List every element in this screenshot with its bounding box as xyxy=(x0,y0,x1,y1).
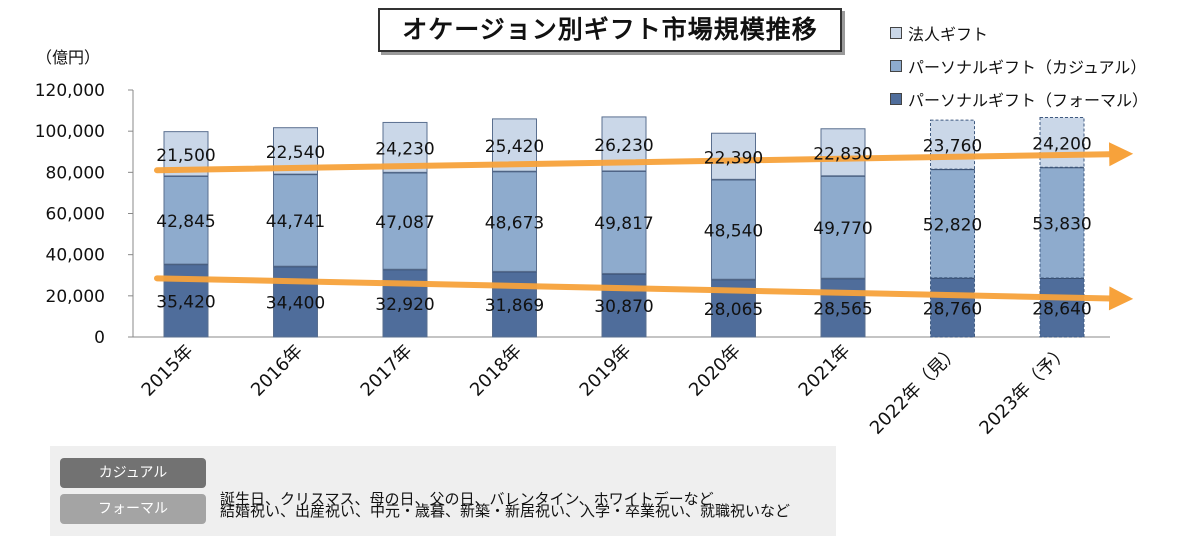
bar-segment xyxy=(1039,116,1085,168)
bar-segment xyxy=(930,168,975,279)
bar-segment xyxy=(382,171,428,270)
data-label: 24,200 xyxy=(1032,134,1091,154)
legend: 法人ギフト パーソナルギフト（カジュアル） パーソナルギフト（フォーマル） xyxy=(890,16,1148,115)
legend-item-formal: パーソナルギフト（フォーマル） xyxy=(890,82,1148,115)
bar-segment xyxy=(820,277,866,338)
data-label: 49,770 xyxy=(813,219,872,239)
formal-badge: フォーマル xyxy=(60,494,206,524)
bar-segment xyxy=(711,178,756,280)
data-label: 48,540 xyxy=(704,221,763,241)
data-label: 22,540 xyxy=(266,143,325,163)
data-label: 28,565 xyxy=(813,300,872,320)
legend-swatch-corporate xyxy=(890,26,902,39)
legend-label-corporate: 法人ギフト xyxy=(908,24,989,44)
data-label: 34,400 xyxy=(266,294,325,314)
x-tick-label: 2021年 xyxy=(795,341,855,401)
casual-badge: カジュアル xyxy=(60,458,206,488)
x-tick-label: 2017年 xyxy=(357,341,417,401)
data-label: 25,420 xyxy=(485,137,544,157)
bar-segment xyxy=(820,128,866,177)
stacked-bar-chart: 0 20,000 40,000 60,000 80,000 100,000 120,000 3… xyxy=(35,81,1134,439)
data-label: 32,920 xyxy=(375,295,434,315)
legend-label-casual: パーソナルギフト（カジュアル） xyxy=(908,57,1147,77)
x-tick-label: 2022年（見） xyxy=(866,341,964,439)
y-tick-label: 120,000 xyxy=(35,81,105,101)
trend-arrow-head xyxy=(1108,286,1134,311)
casual-description: 誕生日、クリスマス、母の日、父の日、バレンタイン、ホワイトデーなど xyxy=(220,490,714,508)
legend-swatch-formal xyxy=(890,92,902,105)
data-label: 30,870 xyxy=(594,297,653,317)
data-label: 49,817 xyxy=(594,214,653,234)
y-tick-label: 80,000 xyxy=(46,163,105,183)
data-label: 22,390 xyxy=(704,148,763,168)
trend-arrow-line xyxy=(154,151,1121,174)
x-tick-label: 2019年 xyxy=(576,341,636,401)
data-label: 52,820 xyxy=(923,215,982,235)
data-label: 48,673 xyxy=(485,213,544,233)
bar-segment xyxy=(820,175,866,279)
y-tick-label: 0 xyxy=(94,328,105,348)
bar-segment xyxy=(601,170,647,274)
data-label: 35,420 xyxy=(156,293,215,313)
legend-item-corporate: 法人ギフト xyxy=(890,16,1148,49)
data-label: 23,760 xyxy=(923,137,982,157)
data-label: 42,845 xyxy=(156,212,215,232)
footer-panel: カジュアル フォーマル 誕生日、クリスマス、母の日、父の日、バレンタイン、ホワイ… xyxy=(50,446,836,536)
bar-segment xyxy=(163,175,209,265)
data-label: 44,741 xyxy=(266,212,325,232)
data-label: 26,230 xyxy=(594,136,653,156)
bar-segment xyxy=(711,132,756,180)
x-tick-label: 2016年 xyxy=(247,341,307,401)
x-tick-label: 2018年 xyxy=(466,341,526,401)
legend-swatch-casual xyxy=(890,59,902,72)
bar-segment xyxy=(492,170,537,272)
trend-arrow-head xyxy=(1108,142,1134,167)
x-tick-label: 2020年 xyxy=(685,341,745,401)
trend-arrow-line xyxy=(154,275,1121,302)
formal-description: 結婚祝い、出産祝い、中元・歳暮、新築・新居祝い、入学・卒業祝い、就職祝いなど xyxy=(220,502,791,520)
bar-segment xyxy=(1039,166,1085,279)
bar-segment xyxy=(601,272,647,338)
data-label: 22,830 xyxy=(813,144,872,164)
bar-segment xyxy=(930,119,975,170)
data-label: 53,830 xyxy=(1032,215,1091,235)
y-tick-label: 60,000 xyxy=(46,205,105,225)
data-label: 47,087 xyxy=(375,213,434,233)
data-label: 28,065 xyxy=(704,300,763,320)
data-label: 28,760 xyxy=(923,299,982,319)
x-tick-label: 2023年（予） xyxy=(975,341,1073,439)
bar-segment xyxy=(273,173,318,267)
bar-segment xyxy=(930,277,975,338)
y-tick-label: 20,000 xyxy=(46,287,105,307)
chart-title: オケージョン別ギフト市場規模推移 xyxy=(378,8,842,52)
legend-item-casual: パーソナルギフト（カジュアル） xyxy=(890,49,1148,82)
data-label: 24,230 xyxy=(375,139,434,159)
data-label: 31,869 xyxy=(485,296,544,316)
legend-label-formal: パーソナルギフト（フォーマル） xyxy=(908,90,1149,110)
y-tick-label: 40,000 xyxy=(46,246,105,266)
y-axis-unit: （億円） xyxy=(36,48,101,67)
y-tick-label: 100,000 xyxy=(35,122,105,142)
x-tick-label: 2015年 xyxy=(138,341,198,401)
data-label: 21,500 xyxy=(156,146,215,166)
data-label: 28,640 xyxy=(1032,300,1091,320)
